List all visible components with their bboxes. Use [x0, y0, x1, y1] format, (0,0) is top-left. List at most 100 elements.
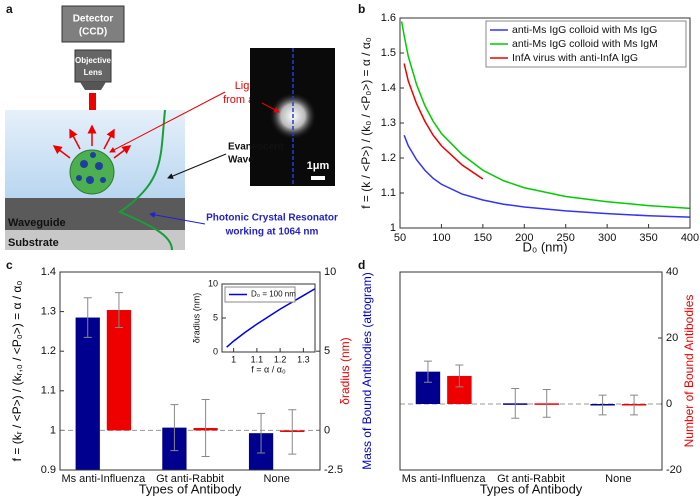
- x-tick-label: 250: [557, 232, 575, 244]
- panel-label: a: [6, 2, 13, 16]
- y2-axis-label: Number of Bound Antibodies: [682, 295, 696, 448]
- y2-tick-label: 0: [666, 398, 672, 410]
- y-tick-label: 1.3: [41, 306, 56, 318]
- y-tick-label: 1: [50, 424, 56, 436]
- detector-text: Detector: [73, 14, 114, 25]
- x-tick-label: 1: [231, 354, 236, 364]
- x-tick-label: Gt anti-Rabbit: [156, 473, 224, 485]
- error-bar: [114, 292, 123, 328]
- x-tick-label: None: [264, 473, 290, 485]
- x-tick-label: 1.1: [251, 354, 264, 364]
- scale-bar: [311, 176, 325, 180]
- legend-label: D₀ = 100 nm: [251, 290, 296, 299]
- error-bar: [257, 412, 266, 454]
- y2-tick-label: 5: [324, 345, 330, 357]
- substrate-label: Substrate: [8, 237, 59, 249]
- y2-tick-label: 40: [666, 266, 678, 278]
- y2-axis-label: δradius (nm): [338, 337, 352, 404]
- plot-frame: [399, 271, 663, 471]
- y2-tick-label: -2.5: [324, 464, 343, 476]
- wave-arrow: [167, 153, 227, 179]
- resonator-text: Photonic Crystal Resonator: [206, 213, 338, 224]
- scale-bar-label: 1μm: [307, 160, 330, 172]
- detector: [61, 5, 125, 43]
- wave-text: Wave: [228, 155, 254, 166]
- panel-a: a Detector (CCD) Objective Lens Waveguid…: [5, 2, 338, 251]
- legend-label: anti-Ms IgG colloid with Ms IgG: [512, 24, 657, 36]
- y-axis-label: f = (k / <P>) / (k₀ / <P₀>) = α / α₀: [359, 37, 373, 209]
- legend-box: [224, 286, 296, 303]
- x-tick-label: 50: [394, 232, 406, 244]
- lens-text: Lens: [84, 68, 103, 77]
- x-axis-label: f = α / α₀: [251, 364, 286, 374]
- y-tick-label: 1.2: [381, 152, 396, 164]
- error-bar: [542, 388, 551, 418]
- scattering-arrow: [109, 91, 226, 153]
- y-axis-label: f = (kᵣ / <P>) / (kᵣ,₀ / <P₀>) = α / α₀: [10, 281, 24, 462]
- x-tick-label: 100: [432, 232, 450, 244]
- wave-text: Evanescent: [228, 142, 284, 153]
- chart: d -20 0 20 40 Ms anti-Influenza Gt anti-Rabbit…: [358, 258, 696, 496]
- evanescent-curve: [117, 109, 173, 251]
- x-tick-label: 300: [598, 232, 616, 244]
- x-tick-label: 200: [515, 232, 533, 244]
- x-axis-label: Types of Antibody: [480, 481, 583, 496]
- error-bar: [83, 297, 92, 338]
- x-tick-label: 400: [681, 232, 699, 244]
- y-tick-label: 1: [390, 222, 396, 234]
- y-tick-label: 1.3: [381, 117, 396, 129]
- line: [403, 63, 484, 180]
- y-tick-label: 1.6: [381, 12, 396, 24]
- y-tick-label: 5: [213, 312, 218, 322]
- x-tick-label: Gt anti-Rabbit: [497, 473, 565, 485]
- legend-label: InfA virus with anti-InfA IgG: [512, 52, 638, 64]
- y-tick-label: 1.5: [381, 47, 396, 59]
- waveguide-label: Waveguide: [8, 217, 66, 229]
- y2-tick-label: -20: [666, 464, 682, 476]
- y-tick-label: 1.4: [41, 266, 56, 278]
- legend-label: anti-Ms IgG colloid with Ms IgM: [512, 38, 658, 50]
- bar: [75, 317, 100, 470]
- line: [226, 288, 316, 348]
- chart: b 1 1.1 1.2 1.3 1.4 1.5 1.6 50 100 150 200 250 300 350…: [358, 2, 699, 254]
- x-tick-label: Ms anti-Influenza: [402, 473, 487, 485]
- plot-frame: [59, 271, 321, 471]
- y-tick-label: 1.1: [41, 385, 56, 397]
- beam: [89, 93, 96, 110]
- panel-label: b: [358, 2, 365, 16]
- panel-label: d: [358, 258, 365, 272]
- x-tick-label: 1.3: [297, 354, 310, 364]
- y-tick-label: 0: [213, 346, 218, 356]
- resonator-text: working at 1064 nm: [225, 227, 319, 238]
- virus-spots: [76, 152, 106, 184]
- y-tick-label: 10: [208, 278, 218, 288]
- error-bar: [423, 360, 432, 383]
- error-bar: [455, 364, 464, 388]
- y-tick-label: 1.2: [41, 345, 56, 357]
- lens-text: Objective: [75, 56, 112, 65]
- plot-frame: [221, 283, 316, 353]
- y-tick-label: 1.4: [381, 82, 396, 94]
- error-bar: [598, 394, 607, 416]
- error-bar: [170, 404, 179, 452]
- y-tick-label: 1.1: [381, 187, 396, 199]
- scatter-arrows: [52, 124, 132, 159]
- chart: 0 5 10 1 1.1 1.2 1.3 f = α / α₀ δradius (nm) D₀ =…: [191, 278, 316, 374]
- legend-box: [485, 20, 687, 68]
- x-tick-label: 350: [639, 232, 657, 244]
- detector-text: (CCD): [79, 27, 107, 38]
- y-tick-label: 0.9: [41, 464, 56, 476]
- y2-tick-label: 20: [666, 332, 678, 344]
- bar: [106, 310, 132, 431]
- x-tick-label: None: [605, 473, 631, 485]
- panel-label: c: [6, 258, 13, 272]
- y2-tick-label: 0: [324, 424, 330, 436]
- x-tick-label: Ms anti-Influenza: [61, 473, 146, 485]
- scattering-arrow: [261, 102, 280, 113]
- plot-frame: [399, 17, 691, 229]
- resonator-arrow: [149, 211, 206, 225]
- error-bar: [201, 399, 210, 458]
- error-bar: [630, 394, 639, 416]
- y-axis-label: Mass of Bound Antibodies (attogram): [360, 272, 374, 469]
